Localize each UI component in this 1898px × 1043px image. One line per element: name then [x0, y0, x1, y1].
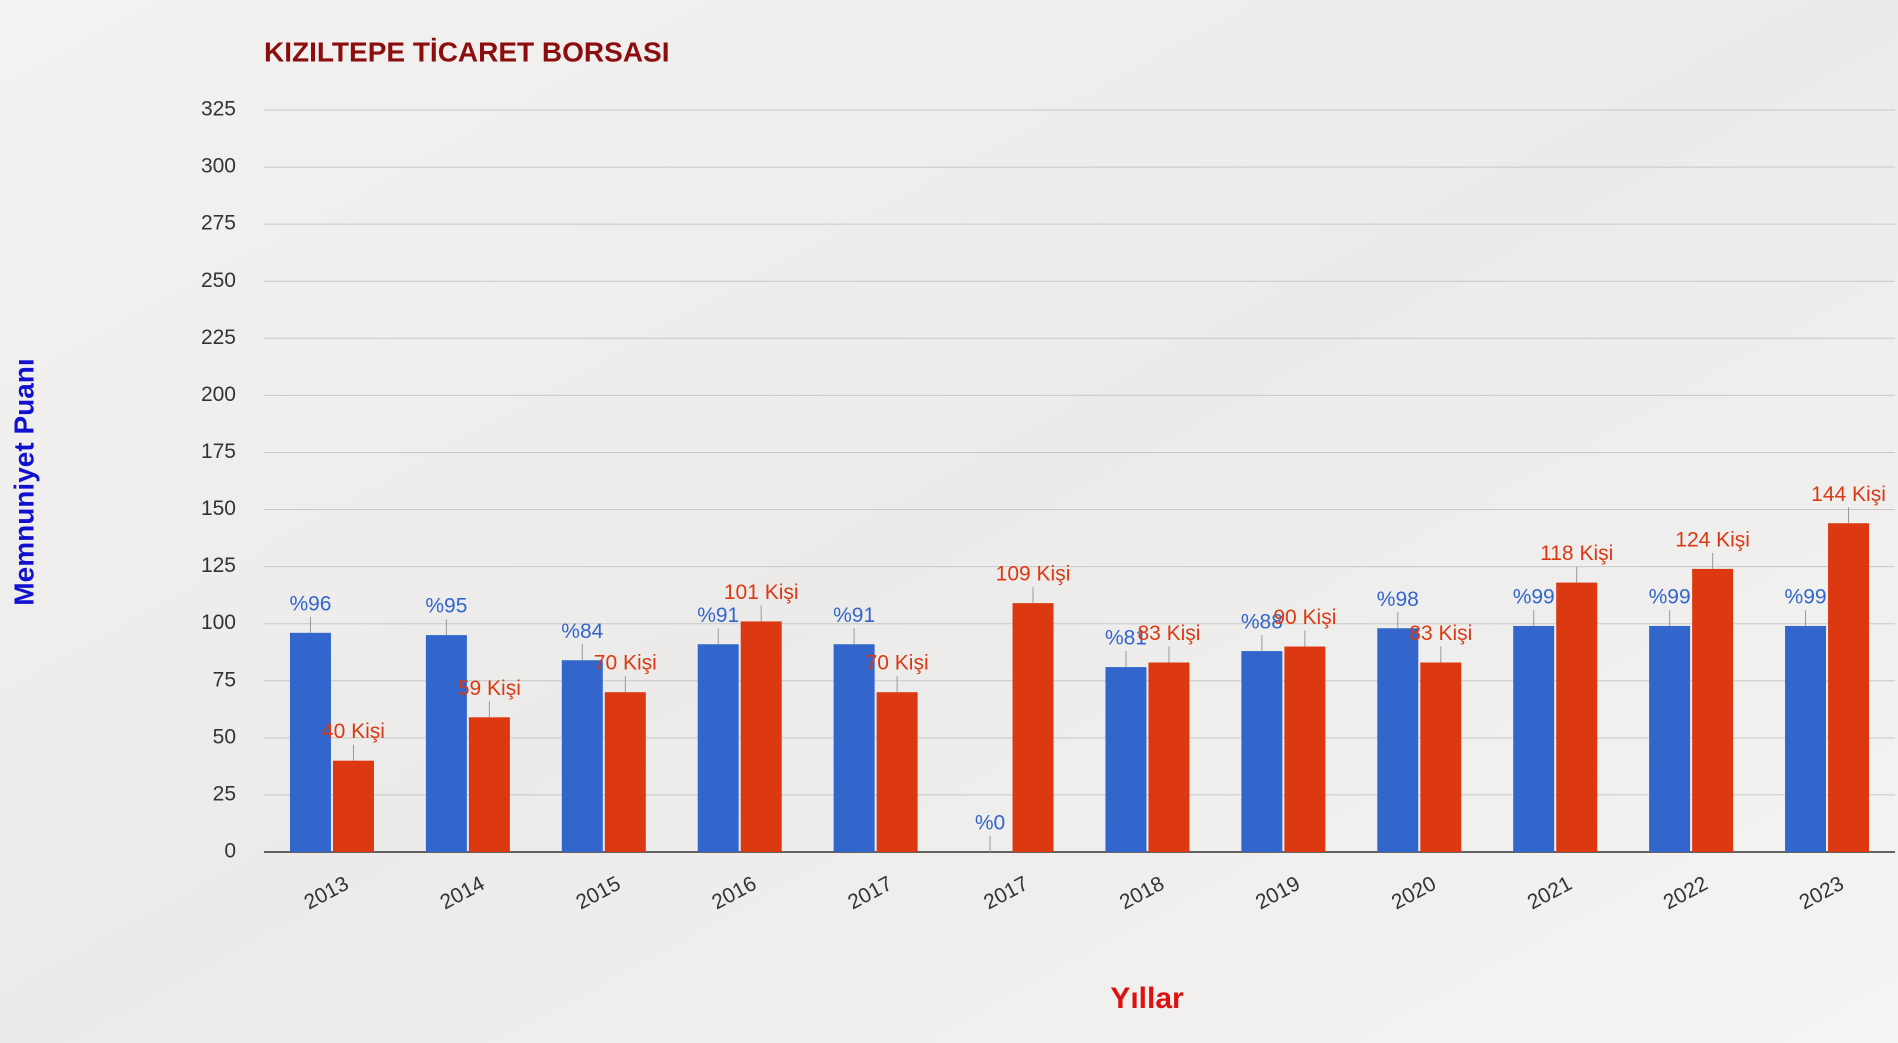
value-label: 70 Kişi [594, 652, 657, 675]
bar [833, 644, 875, 852]
value-label: 90 Kişi [1273, 606, 1336, 629]
value-label: %81 [1105, 627, 1147, 650]
y-tick-label: 0 [224, 840, 236, 863]
y-tick-label: 300 [201, 155, 236, 178]
value-label: %91 [697, 604, 739, 627]
y-tick-label: 150 [201, 497, 236, 520]
bar [1241, 651, 1283, 852]
value-label: 144 Kişi [1811, 483, 1886, 506]
y-tick-label: 125 [201, 554, 236, 577]
value-label: 109 Kişi [996, 563, 1071, 586]
bar [1105, 667, 1147, 852]
value-label: %84 [561, 620, 603, 643]
bar [697, 644, 739, 852]
bar [468, 717, 510, 852]
value-label: %91 [833, 604, 875, 627]
y-tick-label: 175 [201, 440, 236, 463]
y-tick-label: 225 [201, 326, 236, 349]
bar [1556, 582, 1598, 852]
value-label: %99 [1513, 586, 1555, 609]
value-label: 124 Kişi [1675, 528, 1750, 551]
value-label: 70 Kişi [866, 652, 929, 675]
bar [425, 635, 467, 852]
bar [1420, 662, 1462, 852]
x-axis-label: Yıllar [1110, 982, 1184, 1015]
bar [289, 632, 331, 852]
bar [1649, 625, 1691, 852]
value-label: %99 [1649, 586, 1691, 609]
value-label: %88 [1241, 611, 1283, 634]
value-label: 83 Kişi [1137, 622, 1200, 645]
value-label: %99 [1785, 586, 1827, 609]
y-tick-label: 275 [201, 212, 236, 235]
value-label: %96 [289, 592, 331, 615]
y-tick-label: 325 [201, 98, 236, 121]
bar [876, 692, 918, 852]
value-label: %95 [425, 595, 467, 618]
value-label: 101 Kişi [724, 581, 799, 604]
bar [1513, 625, 1555, 852]
bar [1377, 628, 1419, 852]
value-label: 40 Kişi [322, 720, 385, 743]
bar [1785, 625, 1827, 852]
bar [1692, 568, 1734, 852]
y-tick-label: 50 [213, 725, 236, 748]
value-label: 118 Kişi [1540, 542, 1613, 565]
y-tick-label: 200 [201, 383, 236, 406]
y-tick-label: 75 [213, 668, 236, 691]
value-label: 59 Kişi [458, 677, 521, 700]
bar [740, 621, 782, 852]
chart-title: KIZILTEPE TİCARET BORSASI [264, 36, 670, 67]
y-tick-label: 25 [213, 782, 236, 805]
bar [1828, 523, 1870, 852]
y-axis-label: Memnuniyet Puanı [8, 358, 39, 605]
value-label: %0 [975, 812, 1005, 835]
bar [561, 660, 603, 852]
bar [1284, 646, 1326, 852]
value-label: %98 [1377, 588, 1419, 611]
bar [1012, 603, 1054, 852]
bar [604, 692, 646, 852]
y-tick-label: 250 [201, 269, 236, 292]
bar [332, 760, 374, 852]
value-label: 83 Kişi [1409, 622, 1472, 645]
y-tick-label: 100 [201, 611, 236, 634]
bar [1148, 662, 1190, 852]
